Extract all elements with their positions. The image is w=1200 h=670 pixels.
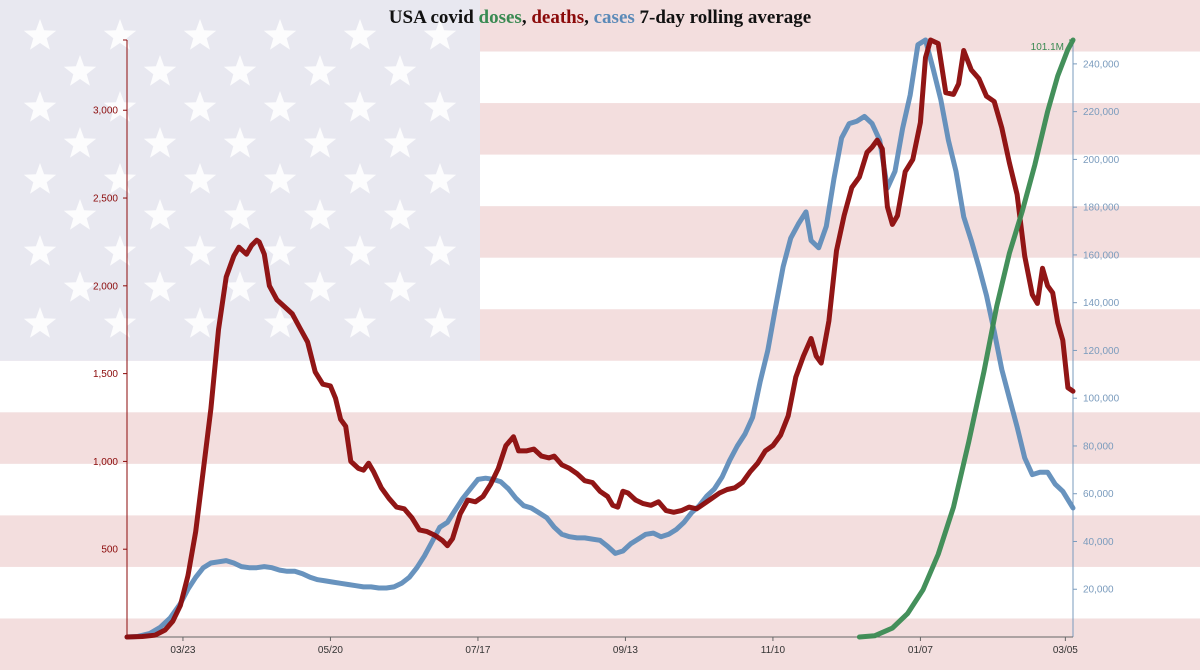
flag-star: [63, 127, 97, 158]
flag-star: [23, 19, 57, 50]
flag-star: [423, 235, 457, 266]
title-sep2: ,: [584, 7, 589, 28]
left-tick-label: 2,000: [93, 281, 118, 292]
flag-star: [263, 235, 297, 266]
flag-star: [23, 91, 57, 122]
right-tick-label: 160,000: [1083, 250, 1120, 261]
flag-star: [183, 91, 217, 122]
series-line-deaths: [124, 37, 1076, 640]
flag-stripe: [0, 412, 1200, 464]
right-tick-label: 60,000: [1083, 489, 1114, 500]
flag-star: [423, 307, 457, 338]
flag-star: [103, 91, 137, 122]
title-sep1: ,: [521, 7, 527, 28]
flag-star: [183, 307, 217, 338]
x-tick-label: 01/07: [908, 645, 933, 656]
title-doses: doses: [478, 7, 522, 28]
right-tick-label: 240,000: [1083, 59, 1120, 70]
title-prefix: USA covid: [388, 7, 474, 28]
title-deaths: deaths: [531, 7, 585, 28]
series-line-cases: [124, 37, 1076, 640]
flag-star: [303, 271, 337, 302]
x-tick-label: 03/23: [170, 645, 195, 656]
series-line-doses: [856, 37, 1076, 640]
flag-star: [223, 199, 257, 230]
x-tick-label: 03/05: [1053, 645, 1078, 656]
right-tick-label: 80,000: [1083, 441, 1114, 452]
flag-star: [383, 55, 417, 86]
series-lines: [124, 37, 1076, 640]
chart-title: USA covid doses, deaths, cases 7-day rol…: [0, 7, 1200, 29]
flag-star: [103, 235, 137, 266]
flag-star: [263, 163, 297, 194]
right-tick-label: 40,000: [1083, 537, 1114, 548]
flag-star: [223, 127, 257, 158]
flag-star: [423, 91, 457, 122]
flag-star: [423, 163, 457, 194]
doses-max-label: 101.1M: [1031, 42, 1064, 53]
flag-star: [263, 19, 297, 50]
flag-star: [343, 19, 377, 50]
left-tick-label: 3,000: [93, 106, 118, 117]
flag-star: [223, 55, 257, 86]
right-tick-label: 140,000: [1083, 298, 1120, 309]
left-tick-label: 1,500: [93, 369, 118, 380]
x-tick-label: 11/10: [761, 645, 786, 656]
flag-star: [143, 127, 177, 158]
flag-star: [383, 127, 417, 158]
flag-star: [183, 19, 217, 50]
right-tick-label: 180,000: [1083, 203, 1120, 214]
x-tick-label: 05/20: [318, 645, 343, 656]
flag-star: [143, 271, 177, 302]
right-tick-label: 100,000: [1083, 394, 1120, 405]
flag-star: [303, 199, 337, 230]
flag-star: [303, 127, 337, 158]
flag-star: [63, 199, 97, 230]
flag-star: [103, 307, 137, 338]
flag-star: [263, 91, 297, 122]
flag-star: [343, 307, 377, 338]
left-tick-label: 500: [101, 545, 118, 556]
right-tick-label: 200,000: [1083, 155, 1120, 166]
flag-stripe: [0, 618, 1200, 670]
right-tick-label: 120,000: [1083, 346, 1120, 357]
flag-star: [303, 55, 337, 86]
flag-star: [23, 307, 57, 338]
flag-star: [223, 271, 257, 302]
left-tick-label: 1,000: [93, 457, 118, 468]
title-suffix: 7-day rolling average: [639, 7, 812, 28]
flag-star: [423, 19, 457, 50]
flag-star: [63, 271, 97, 302]
flag-star: [183, 163, 217, 194]
right-tick-label: 220,000: [1083, 107, 1120, 118]
flag-star: [383, 199, 417, 230]
flag-star: [183, 235, 217, 266]
flag-star: [143, 55, 177, 86]
flag-star: [383, 271, 417, 302]
title-cases: cases: [593, 7, 635, 28]
flag-star: [23, 163, 57, 194]
flag-star: [263, 307, 297, 338]
flag-star: [343, 235, 377, 266]
flag-star: [143, 199, 177, 230]
x-tick-label: 09/13: [613, 645, 638, 656]
x-tick-label: 07/17: [465, 645, 490, 656]
flag-star: [103, 19, 137, 50]
axes: 500 1,000 1,500 2,000 2,500 3,000 20,000 40,000…: [93, 39, 1120, 656]
flag-star: [103, 163, 137, 194]
flag-star: [63, 55, 97, 86]
flag-star: [343, 91, 377, 122]
flag-star: [343, 163, 377, 194]
right-tick-label: 20,000: [1083, 585, 1114, 596]
flag-star: [23, 235, 57, 266]
left-tick-label: 2,500: [93, 194, 118, 205]
